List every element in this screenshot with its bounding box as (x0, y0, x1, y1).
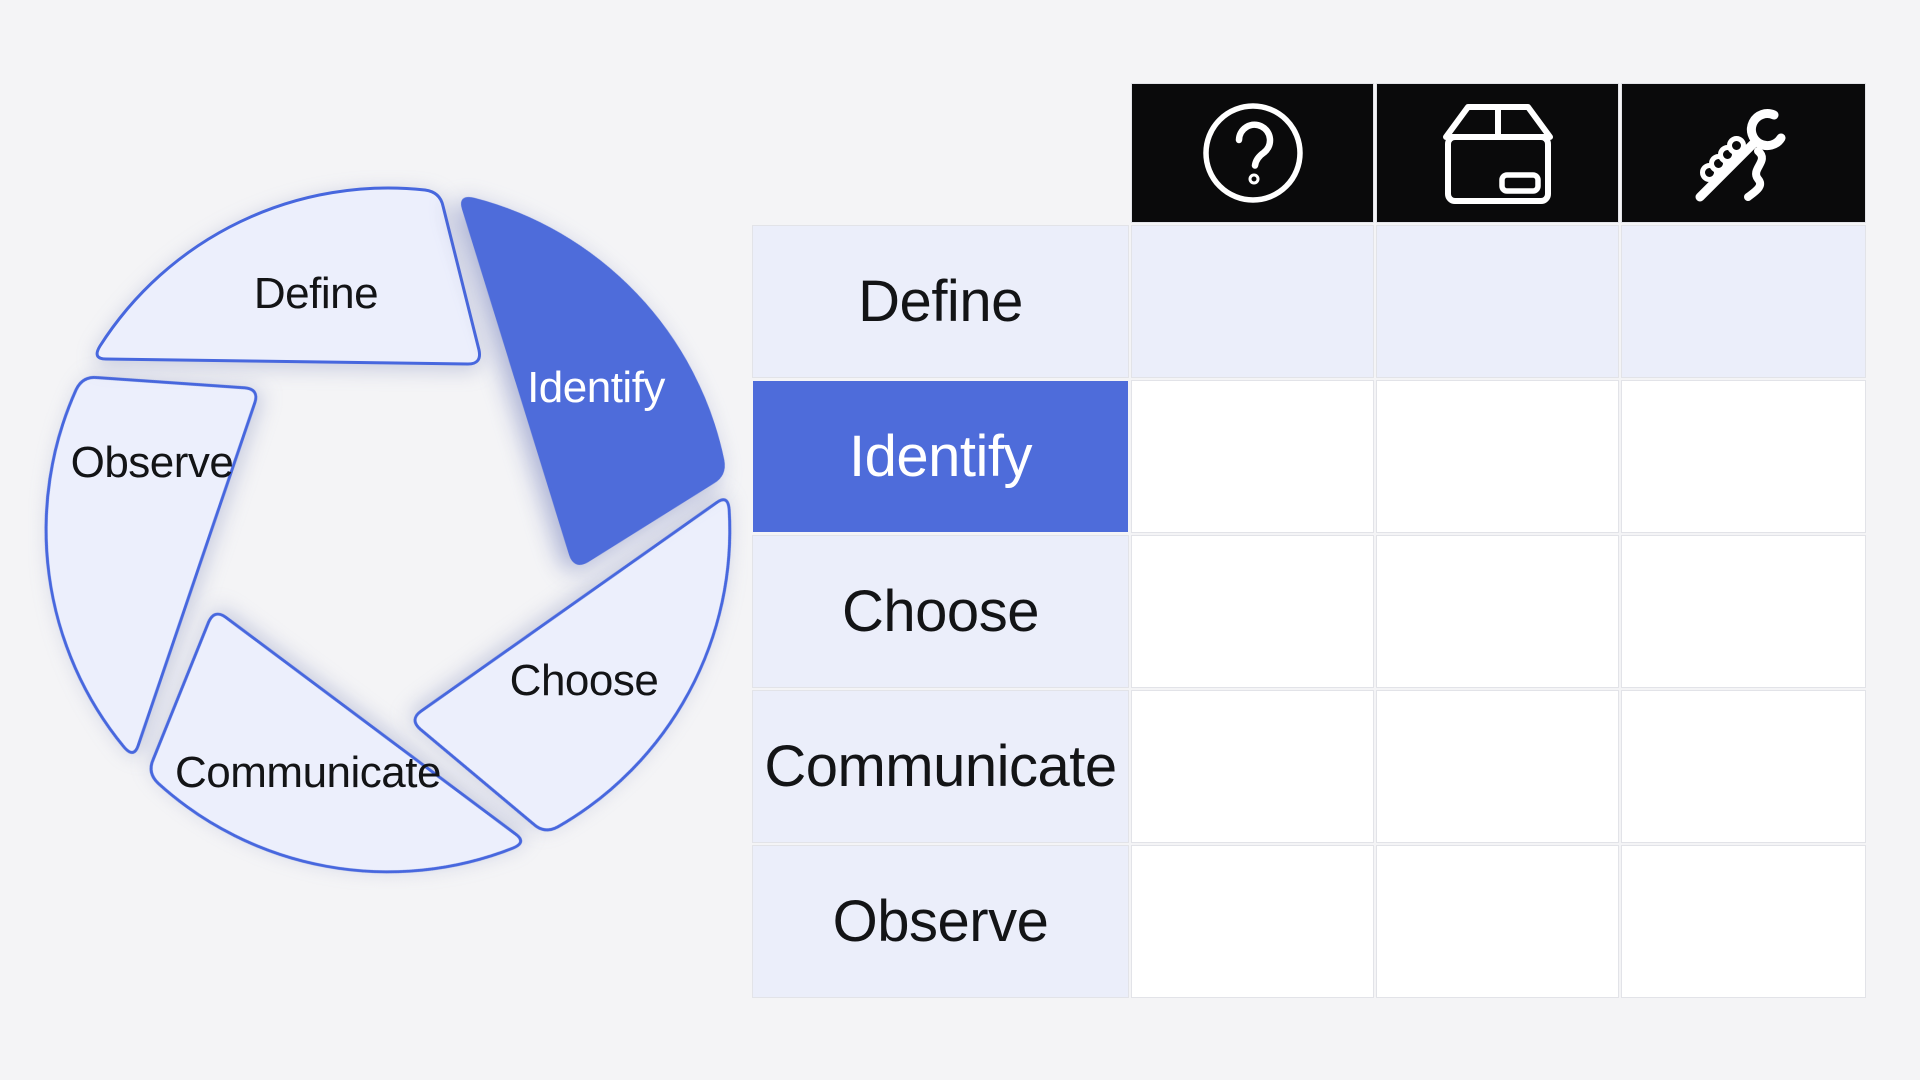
matrix-cell-define-package (1377, 226, 1618, 377)
matrix-cell-define-question (1132, 226, 1373, 377)
matrix-corner-cell (753, 84, 1128, 222)
matrix-cell-communicate-question (1132, 691, 1373, 842)
segment-label-define: Define (253, 269, 379, 318)
matrix-cell-communicate-package (1377, 691, 1618, 842)
question-circle-icon (1202, 103, 1303, 203)
aperture-blade-observe (44, 375, 258, 754)
segment-label-identify: Identify (527, 363, 665, 412)
matrix-row-label-identify-highlighted: Identify (753, 381, 1128, 532)
aperture-blade-communicate (149, 612, 523, 874)
aperture-diagram-svg (44, 186, 732, 874)
matrix-cell-identify-wrench (1622, 381, 1865, 532)
matrix-header-wrench (1622, 84, 1865, 222)
aperture-blade-choose (413, 498, 732, 832)
matrix-cell-communicate-wrench (1622, 691, 1865, 842)
matrix-cell-choose-question (1132, 536, 1373, 687)
matrix-row-label-communicate: Communicate (753, 691, 1128, 842)
matrix-cell-observe-wrench (1622, 846, 1865, 997)
matrix-cell-identify-package (1377, 381, 1618, 532)
aperture-blade-identify-active (461, 196, 725, 565)
matrix-row-label-observe: Observe (753, 846, 1128, 997)
matrix-header-package (1377, 84, 1618, 222)
matrix-cell-choose-package (1377, 536, 1618, 687)
matrix-header-question (1132, 84, 1373, 222)
package-box-icon (1442, 104, 1553, 204)
decision-matrix-table: Define Identify Choose Communicate Obser… (753, 84, 1865, 997)
matrix-cell-observe-question (1132, 846, 1373, 997)
aperture-blade-define (95, 186, 481, 366)
segment-label-choose: Choose (509, 656, 659, 705)
aperture-cycle-diagram (28, 170, 748, 890)
matrix-row-label-choose: Choose (753, 536, 1128, 687)
matrix-cell-define-wrench (1622, 226, 1865, 377)
segment-label-communicate: Communicate (175, 748, 441, 797)
hand-wrench-icon (1695, 109, 1785, 202)
matrix-cell-identify-question (1132, 381, 1373, 532)
matrix-row-label-define: Define (753, 226, 1128, 377)
matrix-cell-choose-wrench (1622, 536, 1865, 687)
matrix-cell-observe-package (1377, 846, 1618, 997)
segment-label-observe: Observe (70, 438, 234, 487)
